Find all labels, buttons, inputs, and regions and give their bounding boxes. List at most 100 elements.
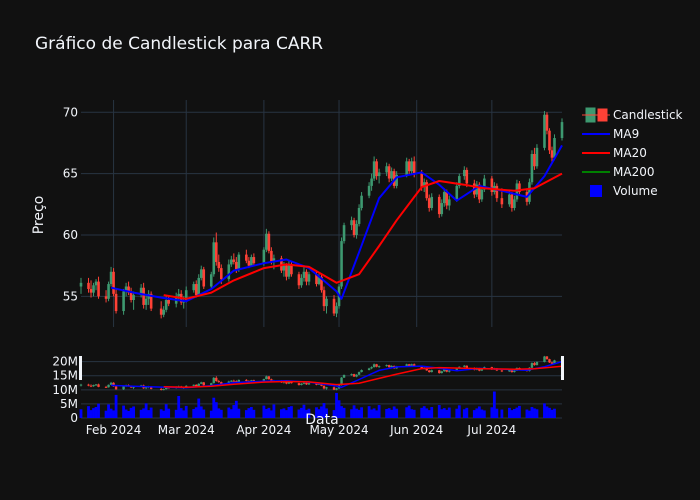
legend-label: MA20 (613, 146, 647, 160)
volume-bar (410, 409, 414, 418)
volume-bar (142, 408, 146, 418)
volume-bar (412, 409, 416, 418)
candle-body (302, 271, 306, 278)
volume-y-tick-label: 20M (52, 355, 78, 369)
volume-bar (490, 407, 494, 418)
chart-title: Gráfico de Candlestick para CARR (35, 34, 324, 54)
volume-bar (262, 405, 266, 418)
candle-body (267, 233, 271, 251)
volume-bar (217, 408, 221, 418)
volume-bar (530, 407, 534, 418)
overview-candle-body (448, 370, 451, 372)
overview-candle-body (405, 364, 408, 367)
volume-bar (492, 391, 496, 418)
volume-bar (385, 408, 389, 418)
candle (302, 266, 306, 282)
candle-body (127, 286, 130, 293)
overview-candle-body (508, 369, 511, 372)
range-slider-left-handle[interactable] (79, 356, 82, 380)
volume-bar (94, 407, 98, 418)
candle-body (142, 287, 145, 305)
overview-candle-body (438, 370, 441, 374)
overview-candle-body (159, 388, 163, 390)
volume-bar (322, 403, 326, 418)
volume-bar (244, 410, 248, 418)
candle-body (335, 306, 338, 314)
candle-body (307, 274, 311, 282)
overview-candle-body (285, 381, 288, 384)
overview-ma9-line (111, 360, 563, 389)
volume-bar (192, 408, 196, 418)
volume-bar (320, 406, 323, 418)
candle-body (385, 166, 388, 173)
candle (490, 176, 494, 196)
candle (79, 277, 83, 294)
candle-body (107, 284, 110, 299)
candle-body (422, 182, 426, 188)
overview-candle-body (390, 365, 393, 368)
overview-candle-body (210, 383, 213, 386)
candle-body (232, 259, 236, 262)
candle (350, 216, 353, 231)
overview-candle-body (109, 382, 113, 385)
candle (132, 291, 135, 310)
legend-item-ma200[interactable]: MA200 (582, 165, 654, 179)
legend-item-ma20[interactable]: MA20 (582, 146, 647, 160)
candle-body (94, 281, 98, 286)
overview-candle-body (377, 366, 381, 368)
overview-candle-body (445, 369, 448, 372)
candle (332, 295, 336, 316)
range-slider-overview[interactable] (79, 355, 564, 391)
candle-body (305, 271, 308, 282)
volume-bar (287, 407, 291, 418)
overview-candle-body (87, 384, 90, 386)
candle (212, 237, 216, 277)
candle (265, 228, 268, 253)
legend-item-candlestick[interactable]: Candlestick (582, 107, 683, 123)
overview-candle-body (200, 382, 203, 384)
candle-body (360, 195, 363, 208)
volume-bar (167, 408, 171, 418)
overview-candle-body (543, 356, 546, 363)
volume-bar (267, 407, 271, 418)
volume-bar (209, 410, 213, 418)
volume-bar (332, 410, 336, 418)
candle (462, 166, 466, 180)
candle-body (447, 199, 451, 206)
legend-item-volume[interactable]: Volume (590, 184, 658, 198)
legend[interactable]: Candlestick MA9 MA20 MA200 Volume (582, 107, 683, 198)
range-slider-right-handle[interactable] (561, 356, 564, 380)
overview-candle-body (320, 383, 323, 386)
overview-candle-body (430, 370, 433, 373)
overview-candle-body (325, 387, 328, 389)
candle-body (437, 196, 441, 215)
candle-body (412, 161, 416, 174)
candle-body (390, 171, 393, 179)
candle-body (159, 308, 163, 315)
volume-bar (553, 408, 556, 418)
volume-bar (495, 408, 499, 418)
candle-body (490, 178, 494, 193)
volume-bar (234, 400, 238, 418)
overview-candle-body (302, 382, 306, 384)
legend-label: Candlestick (613, 108, 683, 122)
candle-body (332, 298, 336, 314)
price-grid (81, 100, 562, 327)
candle (407, 158, 411, 175)
candle-body (87, 282, 90, 289)
volume-bar (300, 407, 303, 418)
legend-item-ma9[interactable]: MA9 (582, 127, 639, 141)
volume-bar (162, 410, 166, 418)
overview-candle-body (387, 365, 391, 368)
volume-bar (282, 408, 286, 418)
overview-candle-body (307, 383, 311, 385)
volume-bar (430, 407, 434, 418)
candle-body (352, 220, 356, 235)
volume-bar (442, 408, 446, 418)
overview-candle-body (535, 362, 539, 366)
volume-bar (477, 406, 481, 418)
overview-candle-body (197, 383, 200, 387)
price-y-axis: 55 60 65 70 (63, 105, 78, 303)
candle-body (510, 194, 514, 208)
volume-bar (325, 408, 328, 418)
